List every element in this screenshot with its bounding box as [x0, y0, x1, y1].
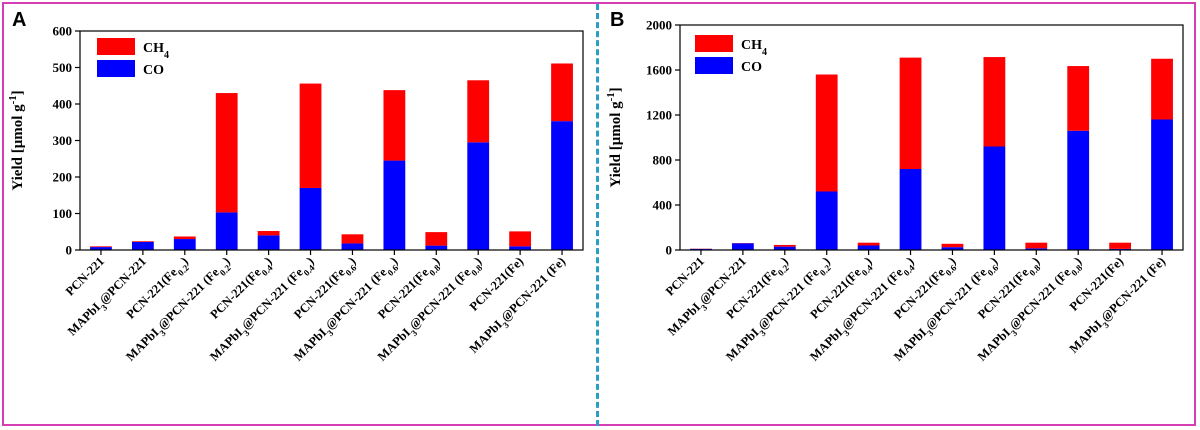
y-axis-label: Yield [μmol g-1]: [7, 90, 26, 190]
y-tick-label-5: 2000: [646, 18, 672, 33]
bar-co-3: [215, 212, 238, 250]
bar-co-10: [509, 246, 532, 250]
bar-co-9: [1067, 130, 1090, 250]
chart-panel-b: B0400800120016002000PCN-221MAPbI3@PCN-22…: [605, 9, 1184, 364]
bar-ch4-4: [857, 242, 880, 246]
bar-co-2: [173, 239, 196, 250]
bar-co-4: [257, 235, 280, 250]
bar-ch4-6: [341, 234, 364, 244]
bar-co-9: [467, 142, 490, 250]
bar-ch4-8: [425, 232, 448, 246]
bar-ch4-5: [899, 57, 922, 169]
bar-ch4-11: [1151, 58, 1173, 120]
bar-ch4-4: [257, 231, 280, 236]
chart-panel-a: A0100200300400500600PCN-221MAPbI3@PCN-22…: [7, 9, 584, 364]
bar-co-1: [131, 241, 154, 250]
x-tick-label-6: PCN-221(Fe0.6): [291, 254, 361, 324]
bar-ch4-2: [773, 244, 796, 247]
legend-label-co: CO: [741, 60, 762, 75]
bar-ch4-5: [299, 83, 322, 188]
bar-co-4: [857, 245, 880, 250]
bar-co-0: [90, 247, 112, 250]
bar-ch4-9: [1067, 66, 1090, 131]
y-tick-label-0: 0: [666, 243, 673, 258]
legend-label-ch4: CH4: [741, 38, 767, 58]
legend-swatch-ch4: [695, 35, 733, 52]
bar-ch4-9: [467, 80, 490, 143]
bar-co-5: [299, 187, 322, 250]
bar-co-5: [899, 169, 922, 250]
legend-swatch-ch4: [97, 38, 135, 55]
bar-ch4-8: [1025, 242, 1048, 249]
x-tick-label-4: PCN-221(Fe0.4): [807, 254, 877, 324]
bar-co-3: [815, 191, 838, 250]
y-tick-label-4: 1600: [646, 63, 672, 78]
bar-ch4-10: [509, 231, 532, 247]
y-tick-label-5: 500: [53, 60, 73, 75]
panel-letter: A: [12, 9, 26, 31]
plot-frame: [679, 24, 1184, 251]
y-tick-label-1: 100: [53, 206, 73, 221]
bar-co-11: [1151, 119, 1173, 250]
y-tick-label-2: 200: [53, 170, 73, 185]
bar-co-2: [773, 246, 796, 250]
bar-ch4-7: [383, 90, 406, 161]
bar-ch4-7: [983, 57, 1006, 147]
bar-co-6: [941, 247, 964, 250]
y-tick-label-3: 1200: [646, 108, 672, 123]
legend-label-co: CO: [143, 63, 164, 78]
legend-swatch-co: [695, 57, 733, 74]
x-tick-label-8: PCN-221(Fe0.8): [975, 254, 1045, 324]
y-tick-label-2: 800: [653, 153, 673, 168]
y-tick-label-4: 400: [53, 97, 73, 112]
x-tick-label-6: PCN-221(Fe0.6): [891, 254, 961, 324]
bar-ch4-1: [131, 241, 154, 242]
bar-co-1: [731, 243, 754, 250]
y-tick-label-6: 600: [53, 24, 73, 39]
bar-co-7: [983, 146, 1006, 250]
bar-co-6: [341, 243, 364, 250]
y-axis-label: Yield [μmol g-1]: [605, 87, 624, 187]
bar-ch4-3: [215, 93, 238, 213]
y-tick-label-1: 400: [653, 198, 673, 213]
bar-ch4-10: [1109, 242, 1132, 249]
y-tick-label-3: 300: [53, 133, 73, 148]
bar-ch4-11: [551, 63, 573, 122]
panel-letter: B: [610, 9, 624, 31]
x-tick-label-4: PCN-221(Fe0.4): [207, 254, 277, 324]
bar-co-11: [551, 121, 573, 250]
x-tick-label-8: PCN-221(Fe0.8): [375, 254, 445, 324]
bar-ch4-3: [815, 74, 838, 192]
bar-ch4-6: [941, 243, 964, 248]
bar-ch4-0: [90, 246, 112, 248]
y-tick-label-0: 0: [66, 243, 73, 258]
bar-ch4-2: [173, 236, 196, 240]
bar-co-8: [425, 245, 448, 250]
panel-divider: [596, 4, 599, 426]
bar-co-8: [1025, 248, 1048, 250]
legend-label-ch4: CH4: [143, 41, 169, 61]
bar-co-7: [383, 160, 406, 250]
legend-swatch-co: [97, 60, 135, 77]
